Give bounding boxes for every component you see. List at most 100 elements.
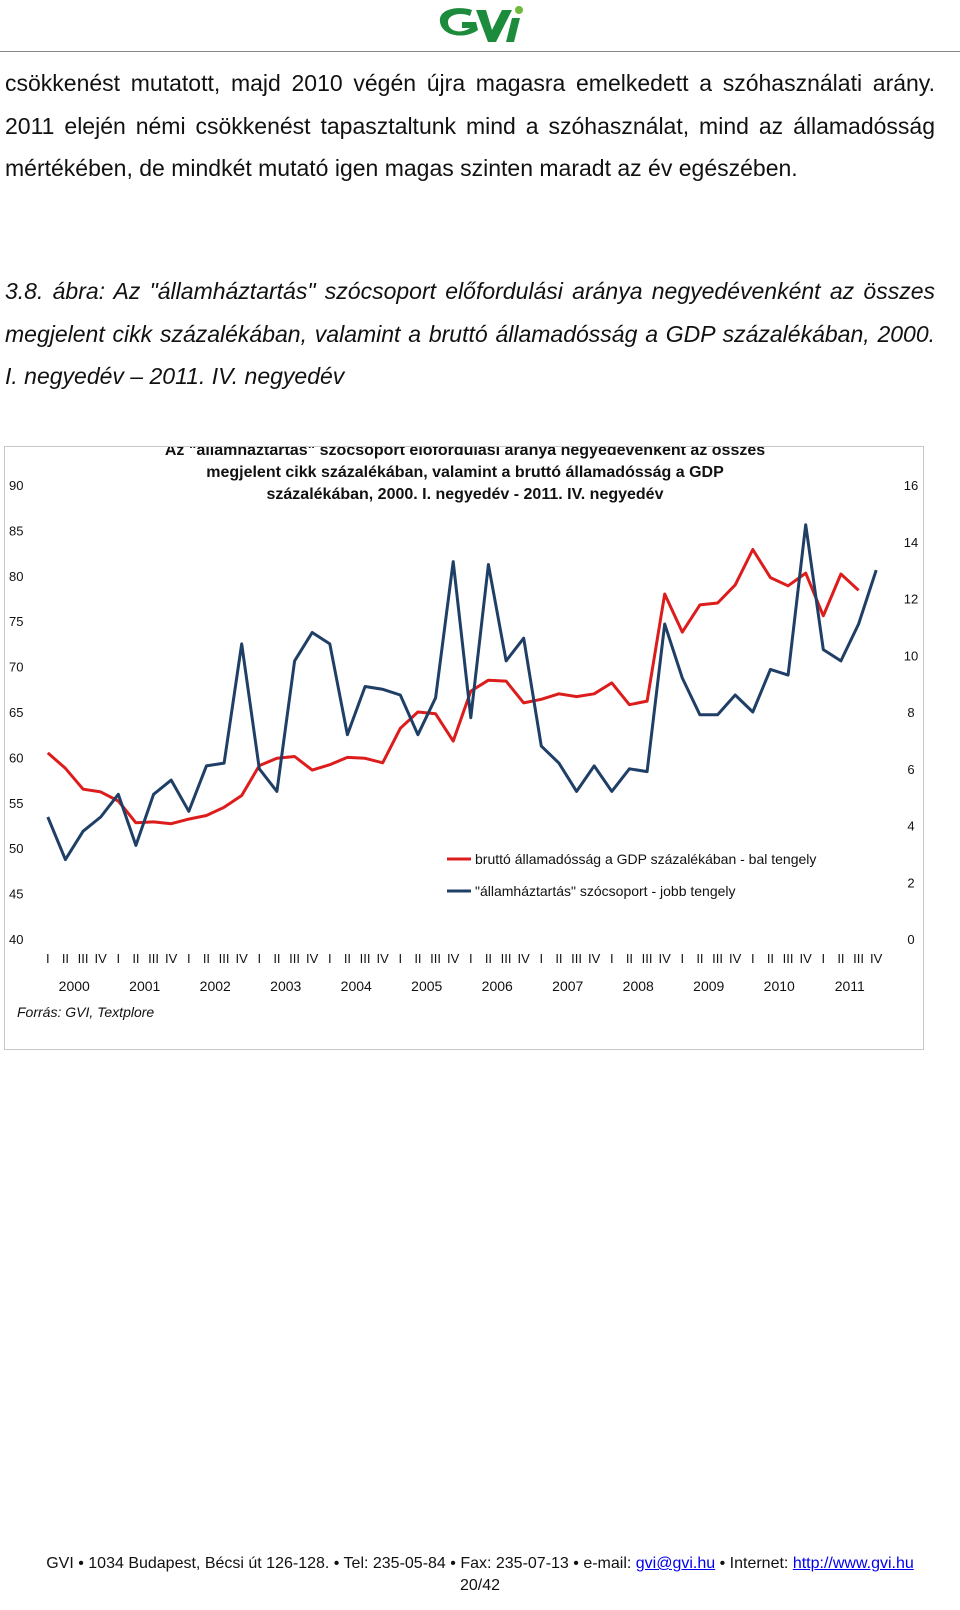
year-label: 2004 xyxy=(341,978,372,994)
legend-label: bruttó államadósság a GDP százalékában -… xyxy=(475,851,816,867)
footer-address: GVI • 1034 Budapest, Bécsi út 126-128. •… xyxy=(46,1555,636,1572)
right-tick-label: 2 xyxy=(907,875,914,890)
word-usage-series-line xyxy=(46,523,878,862)
footer: GVI • 1034 Budapest, Bécsi út 126-128. •… xyxy=(0,1555,960,1573)
series-lines xyxy=(46,523,878,862)
quarter-tick-label: IV xyxy=(306,951,319,966)
quarter-tick-label: IV xyxy=(800,951,813,966)
debt-and-word-usage-chart: Az "államháztartás" szócsoport előfordul… xyxy=(9,447,918,1020)
year-label: 2008 xyxy=(623,978,654,994)
left-tick-label: 75 xyxy=(9,614,23,629)
chart-legend: bruttó államadósság a GDP százalékában -… xyxy=(447,851,816,899)
quarter-tick-label: III xyxy=(501,951,512,966)
right-tick-label: 16 xyxy=(904,478,918,493)
quarter-tick-label: II xyxy=(696,951,703,966)
year-label: 2009 xyxy=(693,978,724,994)
right-tick-label: 0 xyxy=(907,932,914,947)
quarter-tick-label: IV xyxy=(870,951,883,966)
year-label: 2000 xyxy=(59,978,90,994)
left-tick-label: 85 xyxy=(9,523,23,538)
quarter-tick-label: II xyxy=(344,951,351,966)
legend-label: "államháztartás" szócsoport - jobb tenge… xyxy=(475,883,736,899)
gvi-logo xyxy=(439,6,523,42)
year-label: 2001 xyxy=(129,978,160,994)
quarter-tick-label: IV xyxy=(236,951,249,966)
right-tick-label: 12 xyxy=(904,592,918,607)
left-tick-label: 60 xyxy=(9,750,23,765)
right-tick-label: 6 xyxy=(907,762,914,777)
footer-email-link[interactable]: gvi@gvi.hu xyxy=(635,1555,716,1572)
quarter-tick-label: III xyxy=(219,951,230,966)
header-rule xyxy=(0,51,960,52)
quarter-tick-label: I xyxy=(681,951,685,966)
right-tick-label: 10 xyxy=(904,648,918,663)
quarter-tick-label: I xyxy=(117,951,121,966)
quarter-tick-label: III xyxy=(642,951,653,966)
year-label: 2011 xyxy=(835,978,865,994)
logo-dot xyxy=(515,6,523,14)
quarter-tick-label: II xyxy=(414,951,421,966)
quarter-tick-label: III xyxy=(712,951,723,966)
quarter-tick-label: III xyxy=(853,951,864,966)
right-tick-label: 14 xyxy=(904,535,918,550)
quarter-tick-label: IV xyxy=(447,951,460,966)
quarter-tick-label: II xyxy=(767,951,774,966)
quarter-tick-label: II xyxy=(626,951,633,966)
quarter-tick-label: III xyxy=(289,951,300,966)
quarter-tick-label: I xyxy=(610,951,614,966)
left-axis-ticks: 40 45 50 55 60 65 70 75 80 85 90 xyxy=(9,478,23,947)
chart-title: Az "államháztartás" szócsoport előfordul… xyxy=(165,447,765,503)
quarter-tick-label: II xyxy=(62,951,69,966)
year-label: 2003 xyxy=(270,978,301,994)
quarter-tick-label: III xyxy=(783,951,794,966)
chart-title-line: százalékában, 2000. I. negyedév - 2011. … xyxy=(267,486,664,503)
left-tick-label: 80 xyxy=(9,569,23,584)
right-tick-label: 8 xyxy=(907,705,914,720)
quarter-tick-label: I xyxy=(328,951,332,966)
right-axis-ticks: 0 2 4 6 8 10 12 14 16 xyxy=(904,478,918,947)
quarter-tick-label: IV xyxy=(95,951,108,966)
quarter-tick-label: II xyxy=(132,951,139,966)
quarter-tick-label: I xyxy=(399,951,403,966)
left-tick-label: 50 xyxy=(9,841,23,856)
page-number: 20/42 xyxy=(459,1577,501,1594)
left-tick-label: 45 xyxy=(9,887,23,902)
year-label: 2006 xyxy=(482,978,513,994)
chart-title-line: megjelent cikk százalékában, valamint a … xyxy=(206,464,724,481)
quarter-tick-label: I xyxy=(540,951,544,966)
right-tick-label: 4 xyxy=(907,819,914,834)
chart-title-line: Az "államháztartás" szócsoport előfordul… xyxy=(165,447,765,459)
quarter-tick-label: I xyxy=(258,951,262,966)
left-tick-label: 90 xyxy=(9,478,23,493)
quarter-tick-label: I xyxy=(46,951,50,966)
quarter-tick-label: I xyxy=(822,951,826,966)
quarter-tick-label: III xyxy=(571,951,582,966)
quarter-tick-label: IV xyxy=(588,951,601,966)
left-tick-label: 70 xyxy=(9,660,23,675)
quarter-tick-label: IV xyxy=(518,951,531,966)
quarter-tick-label: II xyxy=(203,951,210,966)
quarter-tick-label: III xyxy=(148,951,159,966)
debt-series-line xyxy=(46,548,860,826)
quarter-tick-label: IV xyxy=(729,951,742,966)
year-label: 2010 xyxy=(764,978,795,994)
left-tick-label: 65 xyxy=(9,705,23,720)
footer-url-link[interactable]: http://www.gvi.hu xyxy=(792,1555,914,1572)
body-paragraph: csökkenést mutatott, majd 2010 végén újr… xyxy=(5,70,935,181)
footer-internet-label: • Internet: xyxy=(715,1555,793,1572)
quarter-tick-label: IV xyxy=(659,951,672,966)
quarter-tick-label: II xyxy=(837,951,844,966)
quarter-tick-label: IV xyxy=(377,951,390,966)
quarter-tick-label: I xyxy=(751,951,755,966)
left-tick-label: 40 xyxy=(9,932,23,947)
quarter-tick-label: II xyxy=(555,951,562,966)
quarter-tick-label: III xyxy=(360,951,371,966)
quarter-tick-label: I xyxy=(187,951,191,966)
year-label: 2002 xyxy=(200,978,231,994)
quarter-tick-label: III xyxy=(430,951,441,966)
year-label: 2007 xyxy=(552,978,583,994)
year-label: 2005 xyxy=(411,978,442,994)
chart-frame: Az "államháztartás" szócsoport előfordul… xyxy=(4,446,924,1050)
chart-source: Forrás: GVI, Textplore xyxy=(17,1004,154,1020)
